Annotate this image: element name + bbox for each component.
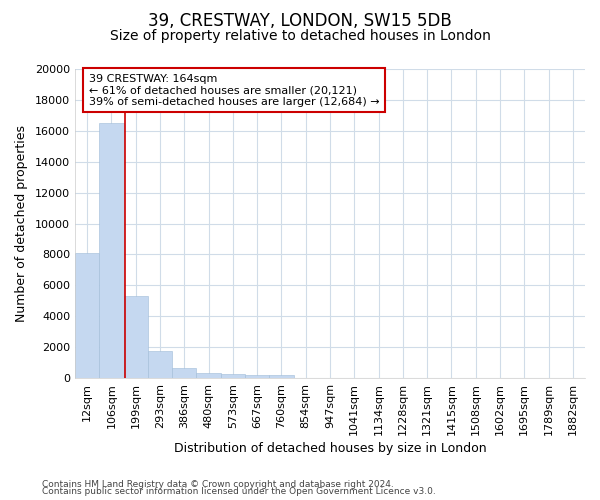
Bar — [148, 351, 172, 378]
Bar — [124, 296, 148, 378]
Text: 39 CRESTWAY: 164sqm
← 61% of detached houses are smaller (20,121)
39% of semi-de: 39 CRESTWAY: 164sqm ← 61% of detached ho… — [89, 74, 380, 107]
X-axis label: Distribution of detached houses by size in London: Distribution of detached houses by size … — [173, 442, 486, 455]
Text: Contains public sector information licensed under the Open Government Licence v3: Contains public sector information licen… — [42, 488, 436, 496]
Bar — [99, 123, 124, 378]
Bar — [196, 372, 221, 378]
Bar — [221, 374, 245, 378]
Bar — [269, 376, 293, 378]
Text: 39, CRESTWAY, LONDON, SW15 5DB: 39, CRESTWAY, LONDON, SW15 5DB — [148, 12, 452, 30]
Bar — [75, 253, 99, 378]
Text: Contains HM Land Registry data © Crown copyright and database right 2024.: Contains HM Land Registry data © Crown c… — [42, 480, 394, 489]
Bar — [245, 375, 269, 378]
Text: Size of property relative to detached houses in London: Size of property relative to detached ho… — [110, 29, 490, 43]
Bar — [172, 368, 196, 378]
Y-axis label: Number of detached properties: Number of detached properties — [15, 125, 28, 322]
